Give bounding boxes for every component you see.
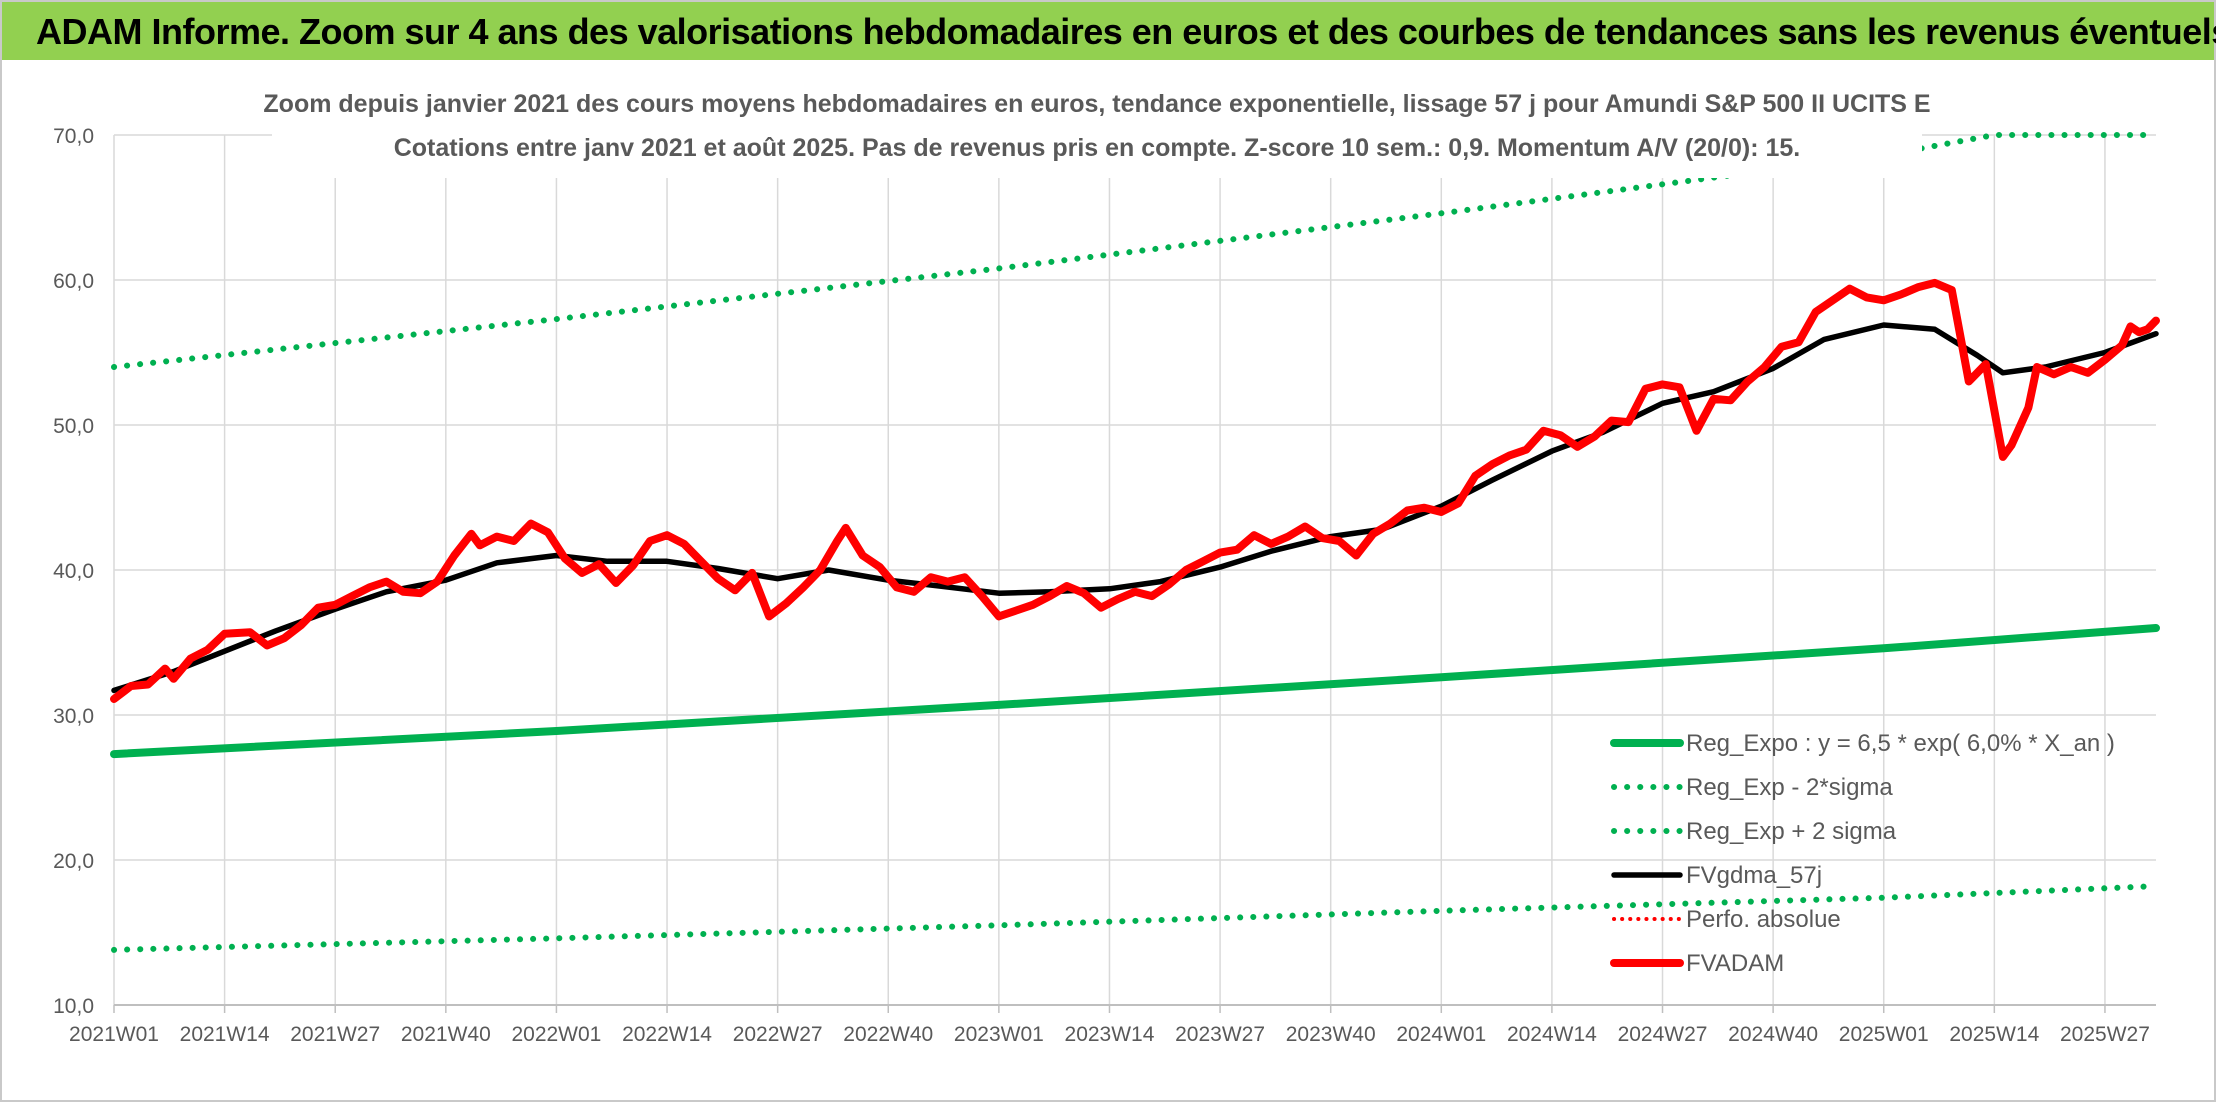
x-tick-label: 2024W14 [1507, 1023, 1597, 1046]
x-tick-label: 2024W01 [1396, 1023, 1486, 1046]
x-tick-label: 2021W01 [69, 1023, 159, 1046]
x-tick-label: 2022W40 [843, 1023, 933, 1046]
legend-label: FVADAM [1686, 950, 1784, 977]
series-fvadam-line [110, 278, 2160, 703]
x-tick-label: 2021W40 [401, 1023, 491, 1046]
legend-label: Reg_Exp + 2 sigma [1686, 818, 1897, 845]
legend-label: FVgdma_57j [1686, 862, 1822, 889]
y-tick-label: 70,0 [53, 125, 94, 148]
x-tick-label: 2023W01 [954, 1023, 1044, 1046]
y-tick-label: 30,0 [53, 705, 94, 728]
x-tick-label: 2024W40 [1728, 1023, 1818, 1046]
chart-title-line-1: Zoom depuis janvier 2021 des cours moyen… [263, 90, 1930, 118]
chart: 10,0 20,0 30,0 40,0 50,0 60,0 70,0 2021W01 2021W… [53, 62, 2160, 1046]
chart-title-background [272, 62, 1922, 178]
x-tick-label: 2022W27 [733, 1023, 823, 1046]
legend-label: Reg_Expo : y = 6,5 * exp( 6,0% * X_an ) [1686, 730, 2115, 757]
series-reg-expo-line [110, 624, 2160, 759]
x-tick-label: 2025W01 [1839, 1023, 1929, 1046]
x-tick-label: 2023W40 [1286, 1023, 1376, 1046]
x-tick-label: 2025W27 [2060, 1023, 2150, 1046]
y-tick-label: 50,0 [53, 415, 94, 438]
y-tick-label: 20,0 [53, 850, 94, 873]
legend-label: Reg_Exp - 2*sigma [1686, 774, 1893, 801]
series-layer [110, 132, 2160, 953]
page-title: ADAM Informe. Zoom sur 4 ans des valoris… [36, 11, 2216, 52]
title-bar: ADAM Informe. Zoom sur 4 ans des valoris… [2, 2, 2216, 60]
series-fvgdma-57j-line [111, 322, 2159, 694]
y-tick-label: 40,0 [53, 560, 94, 583]
x-tick-label: 2023W27 [1175, 1023, 1265, 1046]
chart-title-block: Zoom depuis janvier 2021 des cours moyen… [263, 62, 1931, 178]
legend: Reg_Expo : y = 6,5 * exp( 6,0% * X_an ) R… [1610, 730, 2115, 977]
y-tick-label: 60,0 [53, 270, 94, 293]
x-tick-label: 2023W14 [1065, 1023, 1155, 1046]
x-tick-label: 2021W14 [180, 1023, 270, 1046]
series-reg-plus-2sigma-line [111, 132, 2159, 370]
axes: 10,0 20,0 30,0 40,0 50,0 60,0 70,0 2021W01 2021W… [53, 125, 2156, 1046]
x-tick-label: 2024W27 [1618, 1023, 1708, 1046]
legend-label: Perfo. absolue [1686, 906, 1841, 933]
x-tick-label: 2022W01 [511, 1023, 601, 1046]
y-tick-label: 10,0 [53, 995, 94, 1018]
x-tick-label: 2025W14 [1949, 1023, 2039, 1046]
x-tick-label: 2021W27 [290, 1023, 380, 1046]
x-tick-label: 2022W14 [622, 1023, 712, 1046]
grid [113, 134, 2156, 1006]
chart-title-line-2: Cotations entre janv 2021 et août 2025. … [394, 134, 1801, 162]
series-reg-minus-2sigma-line [111, 883, 2159, 953]
